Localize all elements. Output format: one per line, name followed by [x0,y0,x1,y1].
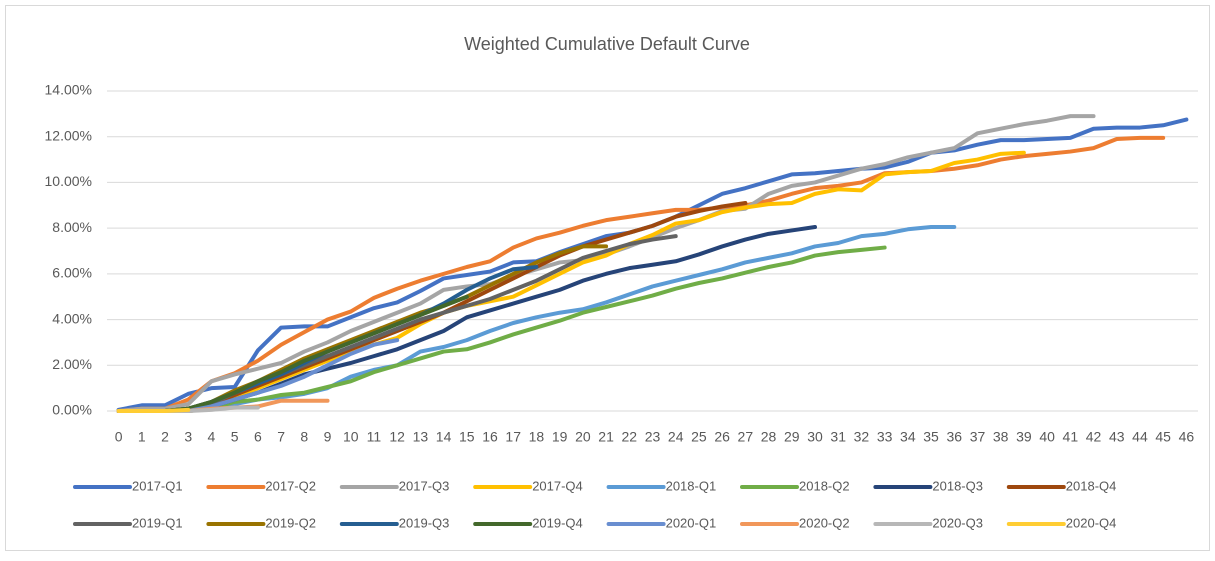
legend-label: 2019-Q4 [532,515,583,530]
y-tick-label: 10.00% [45,173,92,189]
x-tick-label: 44 [1132,429,1148,445]
chart-frame [5,5,1210,551]
x-tick-label: 22 [621,429,637,445]
x-tick-label: 26 [714,429,730,445]
series-line [116,150,1026,413]
x-tick-label: 19 [552,429,568,445]
x-tick-label: 30 [807,429,823,445]
legend-label: 2017-Q1 [132,478,183,493]
x-tick-label: 2 [161,429,169,445]
x-tick-label: 41 [1063,429,1079,445]
y-tick-label: 8.00% [52,219,92,235]
x-tick-label: 1 [138,429,146,445]
y-tick-label: 4.00% [52,310,92,326]
x-tick-label: 33 [877,429,893,445]
x-tick-label: 21 [598,429,614,445]
x-tick-label: 9 [324,429,332,445]
legend-label: 2018-Q1 [666,478,717,493]
x-tick-label: 29 [784,429,800,445]
x-tick-label: 23 [645,429,661,445]
x-tick-label: 32 [854,429,870,445]
series-line [116,407,191,413]
x-tick-label: 17 [505,429,521,445]
x-tick-label: 31 [830,429,846,445]
x-tick-label: 12 [389,429,405,445]
x-tick-label: 14 [436,429,452,445]
chart-title: Weighted Cumulative Default Curve [464,34,750,54]
x-tick-label: 10 [343,429,359,445]
x-tick-label: 24 [668,429,684,445]
series-line [116,234,678,413]
x-tick-label: 20 [575,429,591,445]
x-tick-label: 3 [184,429,192,445]
x-tick-label: 7 [277,429,285,445]
x-tick-label: 40 [1039,429,1055,445]
x-tick-label: 34 [900,429,916,445]
legend-label: 2019-Q1 [132,515,183,530]
legend-label: 2020-Q2 [799,515,850,530]
x-tick-label: 15 [459,429,475,445]
legend-label: 2020-Q4 [1066,515,1117,530]
series-line [116,245,887,413]
x-tick-label: 46 [1179,429,1195,445]
x-tick-label: 4 [208,429,216,445]
x-tick-label: 0 [115,429,123,445]
y-tick-label: 0.00% [52,402,92,418]
legend-label: 2019-Q3 [399,515,450,530]
legend-label: 2017-Q4 [532,478,583,493]
y-tick-label: 14.00% [45,82,92,98]
legend-label: 2018-Q3 [932,478,983,493]
series-line [116,135,1166,413]
x-tick-label: 27 [738,429,754,445]
y-tick-label: 6.00% [52,265,92,281]
x-tick-label: 38 [993,429,1009,445]
x-tick-label: 6 [254,429,262,445]
x-tick-label: 37 [970,429,986,445]
x-tick-label: 5 [231,429,239,445]
x-tick-label: 11 [367,429,382,445]
x-tick-label: 39 [1016,429,1032,445]
x-tick-label: 8 [300,429,308,445]
legend-label: 2017-Q2 [265,478,316,493]
x-tick-label: 28 [761,429,777,445]
x-tick-label: 43 [1109,429,1125,445]
x-tick-label: 13 [413,429,429,445]
x-tick-label: 16 [482,429,498,445]
legend-label: 2017-Q3 [399,478,450,493]
legend-label: 2020-Q1 [666,515,717,530]
x-tick-label: 45 [1155,429,1171,445]
x-tick-label: 18 [529,429,545,445]
x-tick-label: 25 [691,429,707,445]
x-tick-label: 36 [946,429,962,445]
y-tick-label: 2.00% [52,356,92,372]
x-tick-label: 42 [1086,429,1102,445]
legend-label: 2020-Q3 [932,515,983,530]
legend-label: 2019-Q2 [265,515,316,530]
y-tick-label: 12.00% [45,127,92,143]
legend-label: 2018-Q2 [799,478,850,493]
x-tick-label: 35 [923,429,939,445]
legend-label: 2018-Q4 [1066,478,1117,493]
